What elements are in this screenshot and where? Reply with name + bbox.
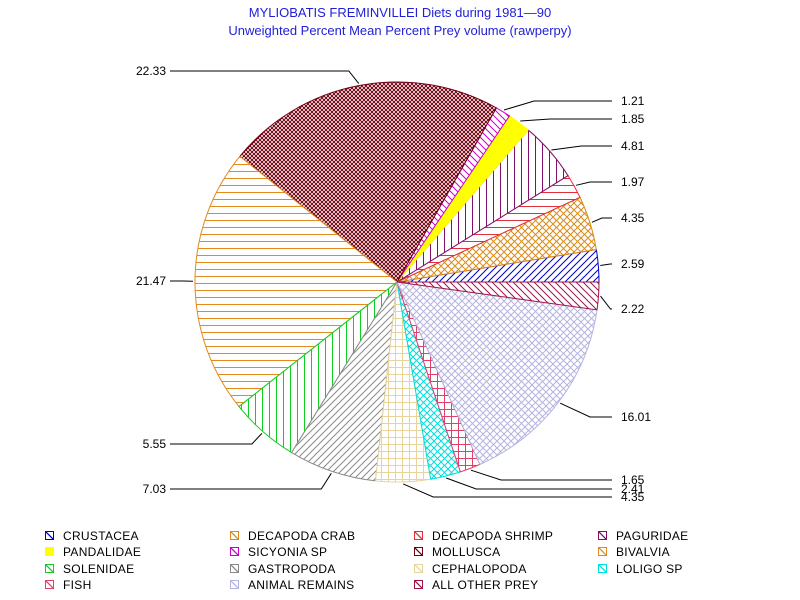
slice-value-label: 22.33 — [136, 64, 166, 78]
leader-line — [600, 263, 612, 266]
slice-value-label: 2.41 — [621, 482, 645, 496]
pie-slices — [194, 81, 600, 483]
slice-value-label: 4.35 — [621, 211, 645, 225]
slice-value-label: 1.97 — [621, 175, 645, 189]
legend-label: FISH — [63, 578, 92, 592]
slice-value-label: 5.55 — [143, 437, 167, 451]
leader-line — [446, 477, 612, 490]
legend-label: LOLIGO SP — [616, 562, 683, 576]
leader-line — [170, 473, 332, 490]
legend-label: ANIMAL REMAINS — [248, 578, 355, 592]
legend-label: CEPHALOPODA — [432, 562, 527, 576]
legend-label: MOLLUSCA — [432, 545, 501, 559]
legend-swatch-icon — [598, 564, 607, 573]
leader-line — [402, 483, 612, 498]
leader-line — [591, 217, 612, 223]
legend-label: CRUSTACEA — [63, 529, 139, 543]
legend-label: BIVALVIA — [616, 545, 670, 559]
slice-value-label: 1.85 — [621, 112, 645, 126]
legend-swatch-icon — [598, 547, 607, 556]
legend-swatch-icon — [230, 580, 239, 589]
leader-line — [470, 469, 612, 481]
legend-label: GASTROPODA — [248, 562, 336, 576]
legend-swatch-icon — [414, 547, 423, 556]
legend-label: SICYONIA SP — [248, 545, 328, 559]
legend-swatch-icon — [230, 531, 239, 540]
legend-label: PAGURIDAE — [616, 529, 689, 543]
slice-value-label: 16.01 — [621, 410, 651, 424]
legend-swatch-icon — [45, 531, 54, 540]
slice-value-label: 2.22 — [621, 302, 645, 316]
pie-slice-animal-remains — [396, 281, 598, 466]
pie-slice-bivalvia — [194, 155, 398, 408]
slice-value-label: 4.35 — [621, 490, 645, 504]
slice-value-label: 2.59 — [621, 257, 645, 271]
chart-subtitle: Unweighted Percent Mean Percent Prey vol… — [228, 23, 572, 38]
legend-label: PANDALIDAE — [63, 545, 142, 559]
slice-labels: 2.59 4.35 1.97 4.81 1.85 1.21 22.33 21.47 5.55 7.… — [136, 64, 651, 504]
leader-line — [600, 295, 612, 310]
slice-value-label: 1.65 — [621, 473, 645, 487]
legend-label: DECAPODA SHRIMP — [432, 529, 554, 543]
leader-line — [551, 145, 612, 151]
legend-swatch-icon — [414, 564, 423, 573]
legend-swatch-icon — [230, 547, 239, 556]
slice-value-label: 1.21 — [621, 94, 645, 108]
chart-title: MYLIOBATIS FREMINVILLEI Diets during 198… — [248, 5, 552, 20]
legend-label: ALL OTHER PREY — [432, 578, 539, 592]
legend-swatch-icon — [230, 564, 239, 573]
legend-swatch-icon — [414, 531, 423, 540]
legend-swatch-icon — [414, 580, 423, 589]
legend-swatch-icon — [45, 547, 54, 556]
pie-slice-mollusca — [239, 81, 498, 283]
leader-line — [170, 433, 263, 445]
slice-value-label: 7.03 — [143, 482, 167, 496]
legend-label: SOLENIDAE — [63, 562, 135, 576]
leader-line — [520, 118, 612, 122]
pie-slice-all-other-prey — [396, 281, 600, 311]
slice-value-label: 4.81 — [621, 139, 645, 153]
leader-line — [170, 70, 360, 84]
leader-line — [575, 181, 612, 186]
leader-line — [503, 100, 612, 111]
legend-label: DECAPODA CRAB — [248, 529, 356, 543]
leader-line — [559, 402, 612, 418]
slice-value-label: 21.47 — [136, 274, 166, 288]
legend-swatch-icon — [45, 564, 54, 573]
legend-swatch-icon — [45, 580, 54, 589]
legend-swatch-icon — [598, 531, 607, 540]
